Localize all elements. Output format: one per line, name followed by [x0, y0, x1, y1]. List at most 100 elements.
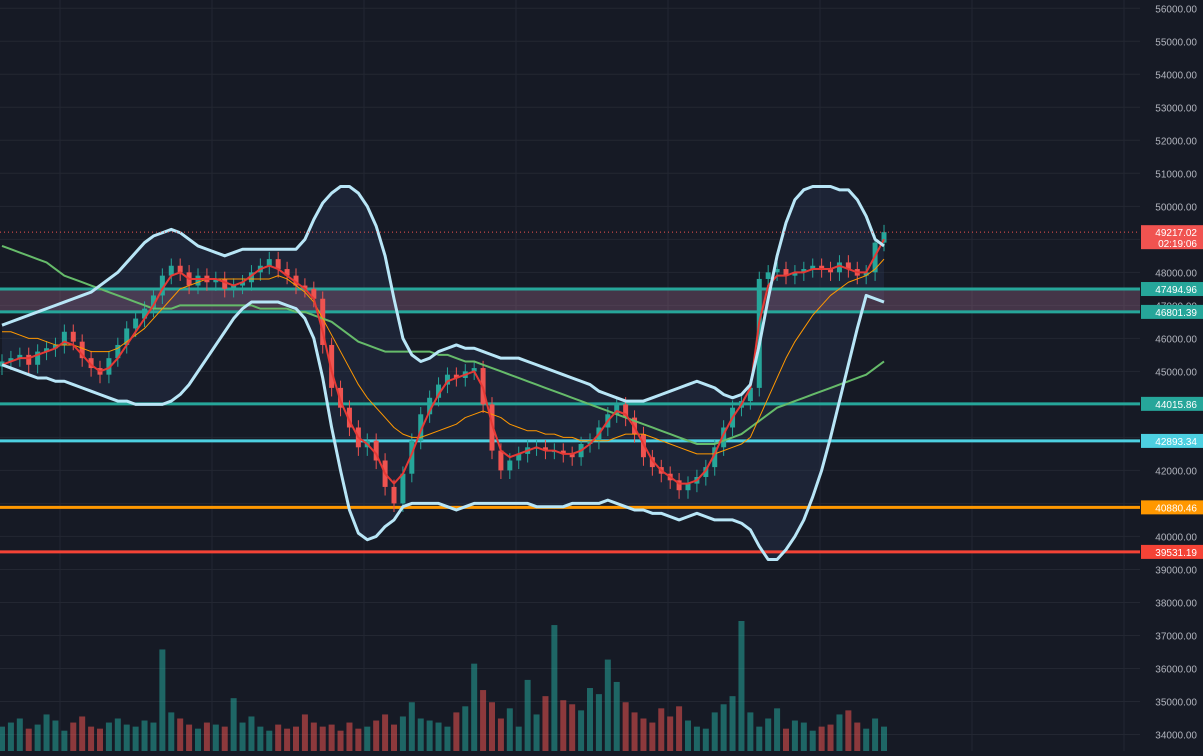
candle-body — [783, 269, 789, 276]
volume-bar — [515, 726, 522, 751]
volume-bar — [195, 728, 201, 751]
level-label: 47494.96 — [1155, 285, 1197, 296]
horizontal-levels — [0, 287, 1140, 554]
candle-body — [819, 265, 825, 270]
volume-bar — [239, 722, 246, 751]
candle-body — [284, 269, 290, 276]
volume-bar — [747, 712, 754, 751]
volume-bar — [355, 728, 362, 751]
candle-body — [52, 344, 58, 349]
ma-fast-line — [1, 238, 885, 485]
volume-bar — [248, 716, 255, 751]
volume-bars — [0, 621, 887, 751]
volume-bar — [337, 730, 344, 751]
candle-body — [133, 318, 139, 329]
volume-bar — [230, 698, 237, 751]
bollinger-lower-line — [1, 293, 885, 562]
volume-bar — [738, 621, 745, 751]
level-label: 39531.19 — [1155, 548, 1197, 559]
volume-bar — [524, 679, 531, 751]
volume-bar — [631, 712, 638, 751]
candle-body — [453, 374, 459, 378]
volume-bar — [257, 726, 264, 751]
level-label: 42893.34 — [1155, 437, 1197, 448]
volume-bar — [123, 724, 130, 751]
volume-bar — [480, 690, 487, 751]
candle-body — [845, 262, 851, 270]
candle-body — [195, 275, 201, 286]
volume-bar — [640, 718, 647, 751]
volume-bar — [720, 704, 727, 751]
volume-bar — [284, 728, 291, 751]
y-tick-label: 48000.00 — [1155, 268, 1197, 279]
candle-body — [248, 272, 254, 283]
volume-bar — [301, 714, 308, 751]
candle-body — [649, 457, 655, 468]
candle-body — [498, 450, 504, 471]
candle-body — [391, 486, 397, 504]
candle-body — [444, 374, 450, 385]
volume-bar — [0, 726, 5, 751]
candle-body — [106, 358, 112, 375]
candle-body — [400, 473, 406, 504]
countdown-label: 02:19:06 — [1158, 239, 1197, 250]
level-label: 46801.39 — [1155, 308, 1197, 319]
candle-body — [266, 259, 272, 266]
candle-body — [26, 354, 32, 365]
bollinger-upper-line — [1, 185, 885, 403]
y-tick-label: 55000.00 — [1155, 37, 1197, 48]
candle-body — [142, 308, 148, 319]
candle-body — [427, 397, 433, 415]
y-tick-label: 46000.00 — [1155, 334, 1197, 345]
volume-bar — [711, 712, 718, 751]
candle-body — [676, 480, 682, 491]
candle-body — [329, 344, 335, 388]
candle-body — [810, 265, 816, 270]
volume-bar — [462, 706, 469, 751]
candle-body — [507, 460, 513, 471]
volume-bar — [453, 712, 460, 751]
candle-body — [756, 278, 762, 388]
candle-body — [516, 453, 522, 461]
candle-body — [774, 269, 780, 273]
volume-bar — [97, 728, 103, 751]
y-tick-label: 37000.00 — [1155, 631, 1197, 642]
volume-bar — [25, 728, 32, 751]
y-tick-label: 53000.00 — [1155, 103, 1197, 114]
volume-bar — [177, 718, 184, 751]
level-label-box — [1141, 304, 1203, 319]
y-tick-label: 54000.00 — [1155, 70, 1197, 81]
volume-bar — [7, 722, 14, 751]
candle-body — [747, 387, 753, 402]
y-axis-background — [1140, 0, 1203, 751]
y-tick-label: 35000.00 — [1155, 697, 1197, 708]
volume-bar — [364, 726, 371, 751]
candle-body — [712, 447, 718, 468]
volume-bar — [52, 720, 59, 751]
volume-bar — [186, 724, 193, 751]
candle-body — [311, 288, 317, 299]
candle-body — [240, 282, 246, 286]
volume-bar — [88, 726, 95, 751]
candle-body — [115, 344, 121, 359]
volume-bar — [676, 706, 683, 751]
volume-bar — [105, 722, 112, 751]
volume-bar — [310, 722, 317, 751]
candle-body — [623, 404, 629, 418]
ma-mid-line — [2, 258, 885, 455]
volume-bar — [489, 702, 495, 751]
candle-body — [168, 265, 174, 276]
candle-body — [302, 285, 308, 289]
volume-bar — [79, 716, 86, 751]
candle-body — [17, 354, 23, 359]
candle-body — [881, 232, 887, 243]
volume-bar — [426, 720, 433, 751]
level-label: 44015.86 — [1155, 400, 1197, 411]
candle-body — [346, 407, 352, 428]
volume-bar — [667, 716, 674, 751]
volume-bar — [791, 720, 798, 751]
y-tick-label: 56000.00 — [1155, 4, 1197, 15]
